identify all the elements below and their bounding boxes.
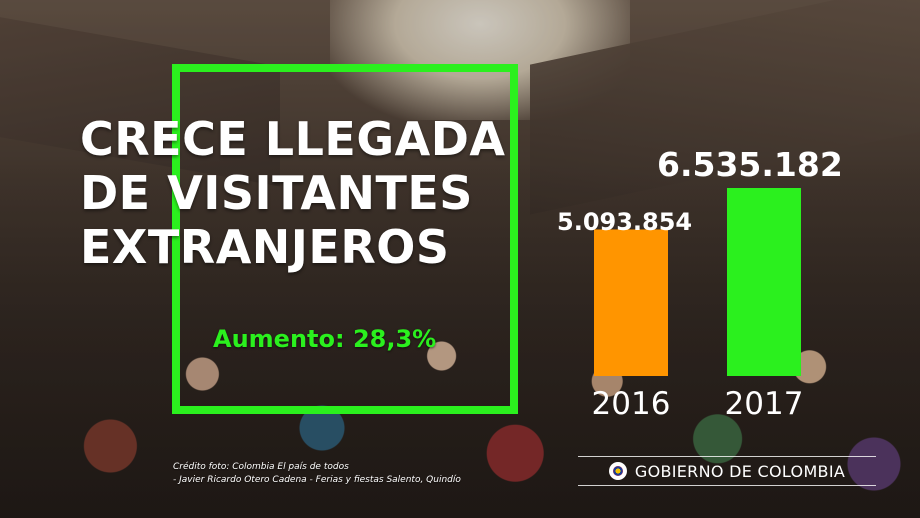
headline-line-2: DE VISITANTES xyxy=(80,166,473,220)
credit-line-2: - Javier Ricardo Otero Cadena - Ferias y… xyxy=(173,475,461,485)
value-label-2016: 5.093.854 xyxy=(557,208,692,236)
chart-bars: 5.093.854 2016 6.535.182 2017 xyxy=(557,145,843,422)
credit-line-1: Crédito foto: Colombia El país de todos xyxy=(173,462,349,472)
headline-line-1: CRECE LLEGADA xyxy=(80,112,506,166)
bar-2017 xyxy=(727,188,801,376)
headline-line-3: EXTRANJEROS xyxy=(80,220,450,274)
bar-2016 xyxy=(594,229,668,376)
government-logo-text: GOBIERNO DE COLOMBIA xyxy=(634,461,846,481)
category-label-2017: 2017 xyxy=(725,386,804,422)
category-label-2016: 2016 xyxy=(592,386,671,422)
increase-label: Aumento: 28,3% xyxy=(213,325,437,353)
value-label-2017: 6.535.182 xyxy=(657,145,843,184)
headline: CRECE LLEGADA DE VISITANTES EXTRANJEROS xyxy=(80,112,506,274)
colombia-seal-icon xyxy=(608,462,627,480)
government-logo: GOBIERNO DE COLOMBIA xyxy=(578,456,876,486)
photo-credit: Crédito foto: Colombia El país de todos … xyxy=(173,461,461,487)
